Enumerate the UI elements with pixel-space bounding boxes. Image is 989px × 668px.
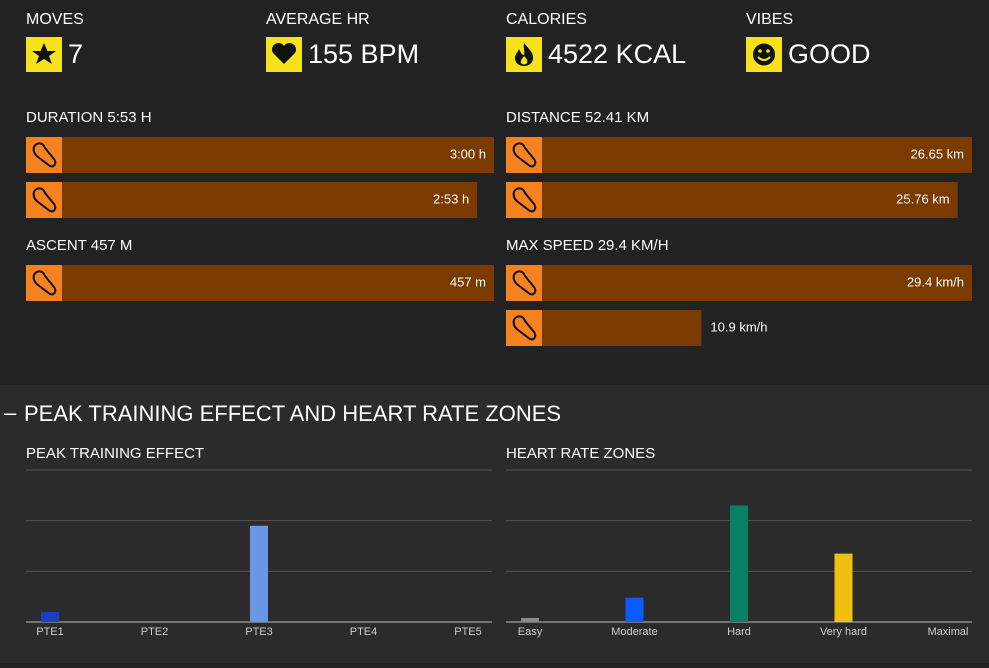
x-tick-label: PTE3 [245,626,273,638]
x-tick-label: PTE2 [141,626,169,638]
shoe-icon-shape [512,142,537,168]
x-tick-label: Easy [518,626,543,638]
shoe-icon-bg [506,182,542,218]
shoe-icon-bg [506,137,542,173]
meter-label: 26.65 km [911,146,964,161]
calories-icon [506,37,542,72]
meter-label: 29.4 km/h [907,274,964,289]
meter-title: MAX SPEED 29.4 KM/H [506,237,669,254]
shoe-icon-shape [512,187,537,213]
shoe-icon-bg [506,310,542,346]
meter-label: 2:53 h [433,191,469,206]
x-tick-label: Very hard [820,626,867,638]
vibes-icon [746,37,782,72]
meter-title: ASCENT 457 M [26,237,132,254]
meter-bar [506,137,972,173]
section-title: PEAK TRAINING EFFECT AND HEART RATE ZONE… [24,401,561,426]
meter-bar [26,182,478,218]
meter-title: DISTANCE 52.41 KM [506,109,649,126]
moves-icon [26,37,62,72]
shoe-icon-shape [32,187,57,213]
x-tick-label: PTE5 [454,626,482,638]
x-tick-label: Moderate [611,626,657,638]
shoe-icon-bg [26,137,62,173]
chart-title: PEAK TRAINING EFFECT [26,445,204,462]
meter-label: 25.76 km [896,191,949,206]
shoe-icon [26,265,62,301]
shoe-icon [506,265,542,301]
stat-value: GOOD [788,39,871,69]
shoe-icon-bg [26,182,62,218]
shoe-icon-shape [512,315,537,341]
stat-label: VIBES [746,11,793,28]
bar [250,525,268,622]
shoe-icon-shape [32,142,57,168]
shoe-icon-shape [512,270,537,296]
meter-label: 10.9 km/h [710,319,767,334]
bar [521,617,539,622]
stat-value: 4522 KCAL [548,39,686,69]
stat-label: CALORIES [506,11,587,28]
shoe-icon-bg [506,265,542,301]
bar [41,611,59,622]
meter-title: DURATION 5:53 H [26,109,152,126]
meter-label: 3:00 h [450,146,486,161]
bar [625,597,644,622]
stat-label: AVERAGE HR [266,11,370,28]
shoe-icon [506,182,542,218]
stat-value: 7 [68,39,83,69]
meter-bar [506,182,958,218]
meter-bar [26,265,494,301]
x-tick-label: PTE1 [36,626,64,638]
shoe-icon-shape [32,270,57,296]
bar [834,553,853,622]
shoe-icon-bg [26,265,62,301]
shoe-icon [506,310,542,346]
heart-icon [266,37,302,72]
shoe-icon [26,182,62,218]
bar [730,505,748,622]
x-tick-label: PTE4 [350,626,378,638]
shoe-icon [26,137,62,173]
stat-label: MOVES [26,11,84,28]
section-background [0,385,989,663]
meter-bar [26,137,494,173]
x-tick-label: Maximal [928,626,969,638]
stat-value: 155 BPM [308,39,419,69]
meter-bar [506,265,972,301]
shoe-icon [506,137,542,173]
meter-label: 457 m [450,274,486,289]
chart-title: HEART RATE ZONES [506,445,655,462]
x-tick-label: Hard [727,626,751,638]
collapse-toggle[interactable]: – [4,400,17,425]
